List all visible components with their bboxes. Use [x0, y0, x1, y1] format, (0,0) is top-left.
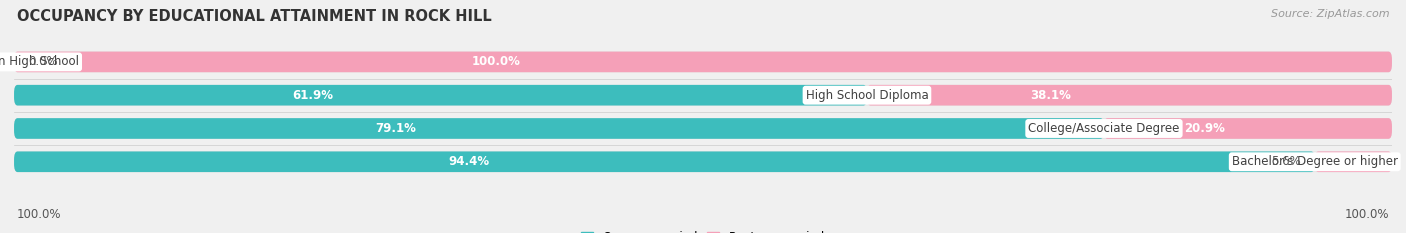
Text: Bachelor's Degree or higher: Bachelor's Degree or higher: [1232, 155, 1398, 168]
Text: 79.1%: 79.1%: [375, 122, 416, 135]
FancyBboxPatch shape: [1315, 151, 1392, 172]
FancyBboxPatch shape: [14, 85, 868, 106]
Text: High School Diploma: High School Diploma: [806, 89, 928, 102]
FancyBboxPatch shape: [14, 118, 1392, 139]
Text: 38.1%: 38.1%: [1031, 89, 1071, 102]
Text: 100.0%: 100.0%: [472, 55, 520, 69]
FancyBboxPatch shape: [14, 118, 1104, 139]
FancyBboxPatch shape: [14, 51, 1392, 72]
Text: Source: ZipAtlas.com: Source: ZipAtlas.com: [1271, 9, 1389, 19]
FancyBboxPatch shape: [14, 151, 1392, 172]
Text: College/Associate Degree: College/Associate Degree: [1028, 122, 1180, 135]
FancyBboxPatch shape: [14, 51, 1392, 72]
FancyBboxPatch shape: [14, 151, 1315, 172]
FancyBboxPatch shape: [1104, 118, 1392, 139]
Text: 20.9%: 20.9%: [1184, 122, 1225, 135]
Text: 100.0%: 100.0%: [17, 208, 62, 221]
Text: 0.0%: 0.0%: [28, 55, 58, 69]
Text: 61.9%: 61.9%: [292, 89, 333, 102]
FancyBboxPatch shape: [868, 85, 1392, 106]
Text: Less than High School: Less than High School: [0, 55, 79, 69]
Text: 5.6%: 5.6%: [1271, 155, 1301, 168]
Text: OCCUPANCY BY EDUCATIONAL ATTAINMENT IN ROCK HILL: OCCUPANCY BY EDUCATIONAL ATTAINMENT IN R…: [17, 9, 492, 24]
Legend: Owner-occupied, Renter-occupied: Owner-occupied, Renter-occupied: [576, 226, 830, 233]
Text: 100.0%: 100.0%: [1344, 208, 1389, 221]
FancyBboxPatch shape: [14, 85, 1392, 106]
Text: 94.4%: 94.4%: [449, 155, 489, 168]
